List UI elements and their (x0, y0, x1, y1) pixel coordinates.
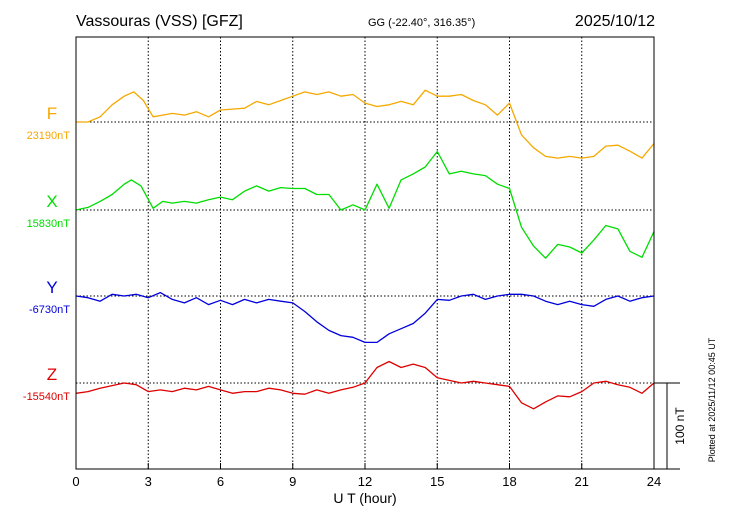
scale-bar-label: 100 nT (673, 407, 687, 445)
series-line-Z (75, 360, 655, 410)
plotted-at-note: Plotted at 2025/11/12 00:45 UT (707, 337, 717, 462)
series-line-F (76, 89, 655, 159)
x-axis: 0 3 6 9 12 15 18 21 24 (72, 463, 661, 489)
grid-lines (147, 37, 583, 469)
x-tick-label-9: 9 (289, 474, 296, 489)
plot-frame (75, 36, 655, 470)
series-line-Y (75, 291, 655, 344)
x-tick-label-24: 24 (647, 474, 661, 489)
x-tick-label-15: 15 (430, 474, 444, 489)
station-title: Vassouras (VSS) [GFZ] (76, 13, 243, 30)
x-tick-label-3: 3 (145, 474, 152, 489)
series-labels: F 23190nT X 15830nT Y -6730nT Z -15540nT (23, 104, 70, 403)
series-name-F: F (47, 104, 57, 123)
series-name-Z: Z (47, 365, 57, 384)
x-tick-label-21: 21 (575, 474, 589, 489)
scale-bar: 100 nT (654, 382, 687, 470)
x-tick-label-18: 18 (502, 474, 516, 489)
x-tick-label-6: 6 (217, 474, 224, 489)
series-group (75, 89, 655, 410)
series-baseline-X: 15830nT (27, 218, 71, 230)
x-tick-label-12: 12 (358, 474, 372, 489)
x-axis-label: U T (hour) (333, 490, 396, 506)
baseline-lines (76, 121, 654, 384)
series-baseline-F: 23190nT (27, 130, 71, 142)
series-baseline-Z: -15540nT (23, 391, 70, 403)
series-name-X: X (46, 192, 57, 211)
date-label: 2025/10/12 (575, 13, 655, 30)
series-line-X (75, 150, 655, 259)
x-tick-label-0: 0 (72, 474, 79, 489)
series-baseline-Y: -6730nT (29, 304, 70, 316)
series-name-Y: Y (46, 278, 57, 297)
coordinates-label: GG (-22.40°, 316.35°) (368, 17, 475, 29)
